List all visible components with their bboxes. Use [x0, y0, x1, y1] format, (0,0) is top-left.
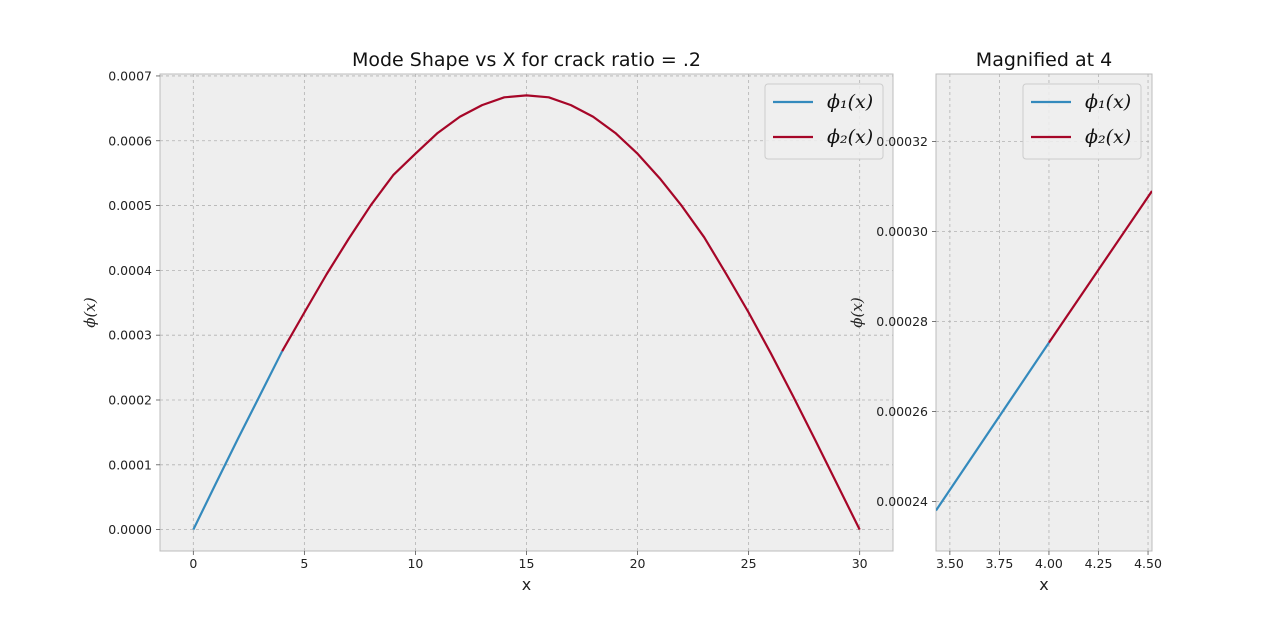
x-tick-label: 3.50: [936, 556, 964, 571]
x-axis-label: x: [522, 575, 531, 594]
x-tick-label: 4.00: [1035, 556, 1063, 571]
x-tick-label: 25: [741, 556, 757, 571]
series-line-2: [281, 94, 861, 531]
chart-title: Mode Shape vs X for crack ratio = .2: [352, 49, 701, 71]
legend-label-1: ϕ₁(x): [827, 91, 873, 113]
series-group: [192, 94, 861, 531]
series-line-1: [936, 342, 1050, 512]
x-tick-label: 4.50: [1134, 556, 1162, 571]
y-tick-label: 0.0006: [108, 133, 152, 148]
y-tick-label: 0.0007: [108, 68, 152, 83]
y-tick-label: 0.00032: [876, 134, 928, 149]
y-tick-label: 0.0000: [108, 522, 152, 537]
x-tick-label: 4.25: [1085, 556, 1113, 571]
x-axis-label: x: [1039, 575, 1048, 594]
legend-label-1: ϕ₁(x): [1085, 91, 1131, 113]
chart-zoom: 3.50 3.75 4.00 4.25 4.50 0.00024 0.00026 0.0002…: [848, 49, 1162, 594]
y-tick-label: 0.00026: [876, 404, 928, 419]
x-tick-label: 10: [407, 556, 423, 571]
y-tick-label: 0.00028: [876, 314, 928, 329]
legend: ϕ₁(x) ϕ₂(x): [1022, 83, 1142, 160]
chart-title: Magnified at 4: [976, 49, 1112, 71]
y-tick-label: 0.00024: [876, 494, 928, 509]
legend-label-2: ϕ₂(x): [1085, 126, 1131, 148]
legend: ϕ₁(x) ϕ₂(x): [764, 83, 884, 160]
x-tick-label: 30: [852, 556, 868, 571]
y-tick-label: 0.0001: [108, 457, 152, 472]
legend-label-2: ϕ₂(x): [827, 126, 873, 148]
x-tick-label: 3.75: [985, 556, 1013, 571]
x-tick-label: 20: [630, 556, 646, 571]
series-line-1: [192, 350, 284, 531]
x-tick-label: 0: [189, 556, 197, 571]
y-tick-label: 0.0002: [108, 392, 152, 407]
y-tick-label: 0.0004: [108, 263, 152, 278]
x-tick-label: 15: [519, 556, 535, 571]
y-tick-label: 0.0003: [108, 328, 152, 343]
y-tick-label: 0.0005: [108, 198, 152, 213]
chart-main: 0 5 10 15 20 25 30 0.0000 0.0001 0.0002 0.0003 0.00…: [81, 49, 894, 594]
y-axis-label: ϕ(x): [848, 297, 866, 328]
x-tick-label: 5: [300, 556, 308, 571]
y-tick-label: 0.00030: [876, 224, 928, 239]
y-axis-label: ϕ(x): [81, 297, 99, 328]
series-line-2: [1048, 190, 1152, 344]
series-group: [936, 190, 1152, 512]
